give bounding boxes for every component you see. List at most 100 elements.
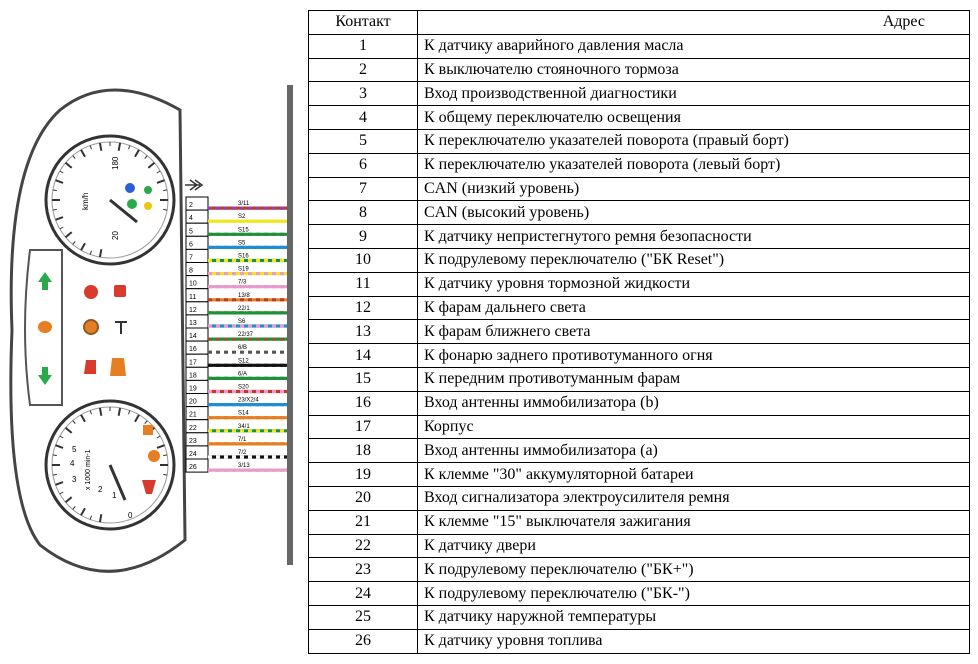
contact-number: 19 — [308, 462, 418, 487]
contact-number: 24 — [308, 581, 418, 606]
table-row: 21 К клемме "15" выключателя зажигания — [308, 509, 970, 535]
gauge-tick — [89, 145, 93, 150]
table-row: 22 К датчику двери — [308, 533, 970, 559]
table-row: 16 Вход антенны иммобилизатора (b) — [308, 390, 970, 416]
pin-number: 16 — [189, 346, 197, 353]
wire-label: 7/1 — [238, 437, 247, 443]
pin-number: 6 — [189, 241, 193, 248]
fog-light-indicator-icon — [144, 202, 152, 210]
gauge-tick — [59, 226, 64, 230]
tachometer-tick-1: 1 — [112, 491, 117, 500]
gauge-tick — [163, 473, 168, 476]
table-row: 20 Вход сигнализатора электроусилителя ре… — [308, 485, 970, 511]
speedometer-needle — [109, 198, 138, 224]
contact-address: CAN (высокий уровень) — [417, 200, 970, 226]
gauge-tick — [117, 142, 122, 151]
pin-number: 26 — [189, 464, 197, 471]
pin-number: 4 — [189, 215, 193, 222]
table-row: 25 К датчику наружной температуры — [308, 604, 970, 630]
contact-number: 26 — [308, 628, 418, 654]
contact-address: К фарам дальнего света — [417, 295, 970, 321]
table-row: 24 К подрулевому переключателю ("БК-") — [308, 581, 970, 606]
wire-label: 23/X2/4 — [238, 398, 259, 404]
gauge-tick — [98, 142, 103, 151]
pin-number: 21 — [189, 412, 197, 419]
wire-label: S12 — [238, 358, 249, 364]
table-header-row: Контакт Адрес — [308, 10, 970, 35]
tachometer-tick-4: 4 — [70, 459, 75, 468]
gauge-tick — [98, 249, 103, 258]
contact-address: Вход антенны иммобилизатора (a) — [417, 438, 970, 464]
wire-label: 7/3 — [238, 280, 247, 286]
table-row: 11 К датчику уровня тормозной жидкости — [308, 271, 970, 297]
contact-address: К клемме "30" аккумуляторной батареи — [417, 462, 970, 487]
address-column-header: Адрес — [417, 10, 970, 35]
tachometer-gauge: x 1000 min-1 1 2 3 4 5 0 — [44, 399, 176, 531]
door-warning-icon — [143, 425, 153, 435]
contact-address: К фонарю заднего противотуманного огня — [417, 343, 970, 368]
antenna-symbol-icon — [185, 179, 204, 191]
pin-number: 18 — [189, 372, 197, 379]
pin-number: 10 — [189, 281, 197, 288]
pin-number: 24 — [189, 451, 197, 458]
table-row: 19 К клемме "30" аккумуляторной батареи — [308, 462, 970, 487]
table-row: 17 Корпус — [308, 414, 970, 440]
contact-number: 22 — [308, 533, 418, 559]
wire-label: S2 — [238, 214, 246, 220]
parking-brake-icon — [115, 321, 127, 334]
gauge-tick — [144, 155, 148, 159]
gauge-tick — [59, 170, 64, 174]
pin-number: 5 — [189, 228, 193, 235]
contact-number: 1 — [308, 33, 418, 59]
wire-label: 7/2 — [238, 450, 247, 456]
contact-number: 5 — [308, 128, 418, 154]
contact-address: К подрулевому переключателю ("БК+") — [417, 557, 970, 583]
contact-address: К датчику непристегнутого ремня безопасн… — [417, 224, 970, 249]
contact-address: К переключателю указателей поворота (пра… — [417, 128, 970, 154]
wire-label: S14 — [238, 411, 249, 417]
pin-number: 8 — [189, 268, 193, 275]
gauge-tick — [52, 454, 57, 457]
table-row: 23 К подрулевому переключателю ("БК+") — [308, 557, 970, 583]
wire-label: 13/8 — [238, 293, 250, 299]
gauge-tick — [80, 149, 86, 158]
table-row: 15 К передним противотуманным фарам — [308, 366, 970, 392]
tachometer-tick-5: 5 — [72, 445, 77, 454]
contact-number: 4 — [308, 105, 418, 130]
contact-address: К подрулевому переключателю ("БК-") — [417, 581, 970, 606]
contact-address: Вход сигнализатора электроусилителя ремн… — [417, 485, 970, 511]
turn-right-arrow-icon — [38, 367, 52, 385]
gauge-tick — [156, 170, 161, 174]
contact-address: К клемме "15" выключателя зажигания — [417, 509, 970, 535]
contact-address: Корпус — [417, 414, 970, 440]
gauge-tick — [52, 473, 57, 476]
gauge-tick — [163, 454, 168, 457]
table-row: 8 CAN (высокий уровень) — [308, 200, 970, 226]
speedometer-unit: km/h — [81, 193, 90, 210]
pin-number: 19 — [189, 386, 197, 393]
gauge-tick — [64, 426, 73, 434]
contact-number: 16 — [308, 390, 418, 416]
contact-address: К подрулевому переключателю ("БК Reset") — [417, 247, 970, 273]
seatbelt-warning-icon — [84, 360, 96, 374]
table-row: 13 К фарам ближнего света — [308, 319, 970, 345]
tachometer-unit: x 1000 min-1 — [85, 449, 92, 490]
pin-number: 14 — [189, 333, 197, 340]
contact-number: 13 — [308, 319, 418, 345]
gauge-tick — [80, 414, 86, 423]
wire-label: S15 — [238, 227, 249, 233]
high-beam-indicator-icon — [125, 183, 135, 193]
gauge-tick — [80, 242, 86, 251]
gauge-tick — [55, 216, 64, 221]
wire-label: 34/1 — [238, 424, 250, 430]
gauge-tick — [163, 208, 168, 211]
gauge-tick — [72, 155, 76, 159]
oil-pressure-icon — [110, 358, 126, 376]
turn-signal-indicator-icon — [127, 199, 137, 209]
gauge-tick — [55, 179, 64, 184]
